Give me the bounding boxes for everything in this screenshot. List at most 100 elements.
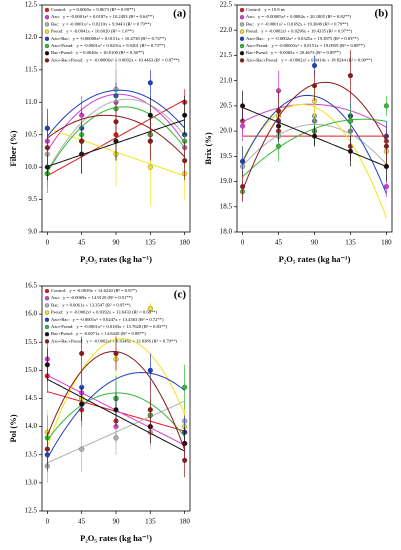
legend-entry: Bac+Pseud: y = 0.0040x + 10.0100 (R² = 0.… [51,50,145,55]
y-tick-label: 13.0 [25,478,38,486]
x-tick-label: 0 [46,239,50,247]
legend-entry: Azo+Bac: y = -0.00008x² + 0.0151x + 10.47… [51,36,166,41]
data-point [79,401,85,407]
legend-entry: Pseud: y = -0.0002x² + 0.0392x + 13.6433 … [51,310,158,315]
legend-name: Control: [51,288,66,293]
legend-entry: Azo+Bac+Pseud: y = -0.00006x² + 0.0092x +… [51,57,180,62]
legend-name: Azo+Pseud: [51,43,74,48]
x-axis-label: P₂O₅ rates (kg ha⁻¹) [80,254,152,264]
data-point [182,457,188,463]
legend-equation: y = -0.00008x² + 0.0151x + 10.4738 (R² =… [73,36,167,41]
legend-marker [239,29,245,34]
x-tick-label: 45 [275,239,283,247]
legend-entry: Bac: y = -0.0001x² + 0.0210x + 9.9443 (R²… [51,21,151,26]
legend-equation: y = -0.0002x² + 0.0392x + 13.6433 (R² = … [66,310,157,315]
legend-equation: y = -0.0001x² + 0.0182x + 19.3049 (R² = … [257,21,348,26]
legend-entry: Control: y = 0.0065x + 9.8673 (R² = 0.99*… [51,7,136,12]
legend-name: Control: [246,7,261,12]
legend-name: Azo: [51,14,60,19]
y-tick-label: 15.0 [25,366,38,374]
data-point [240,123,246,129]
legend-marker [44,22,50,27]
y-tick-label: 11.5 [25,65,37,73]
legend-marker [44,58,50,63]
data-point [240,184,246,190]
legend-equation: y = -0.0001x² + 0.0201x + 9.9201 (R² = 0… [77,43,166,48]
y-tick-label: 13.5 [25,450,38,458]
legend-entry: Control: y = 19.9 ns [246,7,285,12]
legend-marker [239,7,245,13]
legend-equation: y = 19.9 ns [264,7,285,12]
legend-name: Pseud: [51,310,63,315]
legend-marker [239,58,245,63]
legend-equation: y = -0.0065x + 20.4673 (R² = 0.89**) [271,50,341,55]
legend-marker [44,332,50,337]
legend-marker [239,15,245,20]
legend-name: Azo: [246,14,255,19]
data-point [182,112,188,118]
y-tick-label: 19.5 [220,152,233,160]
legend-name: Azo+Bac+Pseud: [51,338,83,343]
x-tick-label: 90 [311,239,319,247]
legend-marker [44,310,50,315]
legend-name: Bac: [51,21,59,26]
legend-marker [44,324,50,330]
x-tick-label: 0 [241,239,245,247]
data-point [113,407,119,413]
data-point [383,184,389,190]
legend-marker [44,43,50,49]
x-tick-label: 135 [345,239,356,247]
legend-name: Azo+Bac+Pseud: [51,57,83,62]
data-point [275,108,282,114]
data-point [311,62,318,69]
x-tick-label: 90 [113,239,121,247]
data-point [44,362,50,368]
y-tick-label: 15.5 [25,338,38,346]
legend-entry: Azo+Bac+Pseud: y = -0.0002x² + 0.0346x + … [51,338,178,343]
y-tick-label: 12.5 [25,1,38,9]
y-axis-label: Pol (%) [8,414,18,442]
legend-equation: y = 0.0040x + 10.0100 (R² = 0.36**) [76,50,145,55]
y-tick-label: 20.0 [220,127,233,135]
legend-name: Azo+Bac: [51,36,70,41]
legend-marker [44,288,50,294]
legend-marker [44,303,50,308]
legend-name: Azo+Bac+Pseud: [246,57,278,62]
panel-label: (a) [173,8,186,20]
y-tick-label: 22.5 [220,1,233,9]
legend-name: Azo+Pseud: [51,324,74,329]
y-tick-label: 12.0 [25,33,38,41]
legend-marker [44,296,50,301]
data-point [44,446,50,452]
data-point [147,367,153,373]
data-point [147,305,153,312]
legend-name: Bac: [246,21,254,26]
legend-marker [44,339,50,344]
legend-entry: Bac+Pseud: y = -0.0065x + 20.4673 (R² = 0… [246,50,341,55]
data-point [147,80,153,86]
data-point [383,143,389,149]
data-point [113,119,119,125]
legend-name: Azo+Bac: [51,317,70,322]
y-axis-label: Brix (%) [203,132,213,165]
x-tick-label: 180 [179,239,190,247]
legend-equation: y = 0.0061x + 13.3547 (R² = 0.95**) [62,302,131,307]
legend-entry: Azo+Bac: y = -0.0001x² + 0.0247x + 13.436… [51,317,164,322]
legend-name: Pseud: [51,29,63,34]
legend-equation: y = -0.0002x² + 0.0325x + 19.3875 (R² = … [268,36,359,41]
legend-name: Azo+Bac: [246,36,265,41]
legend-equation: y = -0.0001x² + 0.0210x + 9.9443 (R² = 0… [62,21,151,26]
legend-name: Control: [51,7,66,12]
legend-equation: y = -0.0001x² + 0.0183x + 13.7628 (R² = … [77,324,168,329]
legend-name: Bac+Pseud: [51,331,73,336]
legend-marker [239,51,245,56]
data-point [44,145,50,151]
data-point [347,73,354,79]
legend-equation: y = -0.0002x² + 0.0296x + 19.4335 (R² = … [261,29,352,34]
legend-entry: Azo: y = -0.00005x² + 0.0084x + 20.1805 (… [246,14,352,19]
legend-marker [44,51,50,56]
data-point [147,407,153,413]
legend-entry: Azo+Pseud: y = -0.0001x² + 0.0183x + 13.7… [51,324,168,329]
x-tick-label: 45 [78,518,86,526]
data-point [347,148,354,154]
